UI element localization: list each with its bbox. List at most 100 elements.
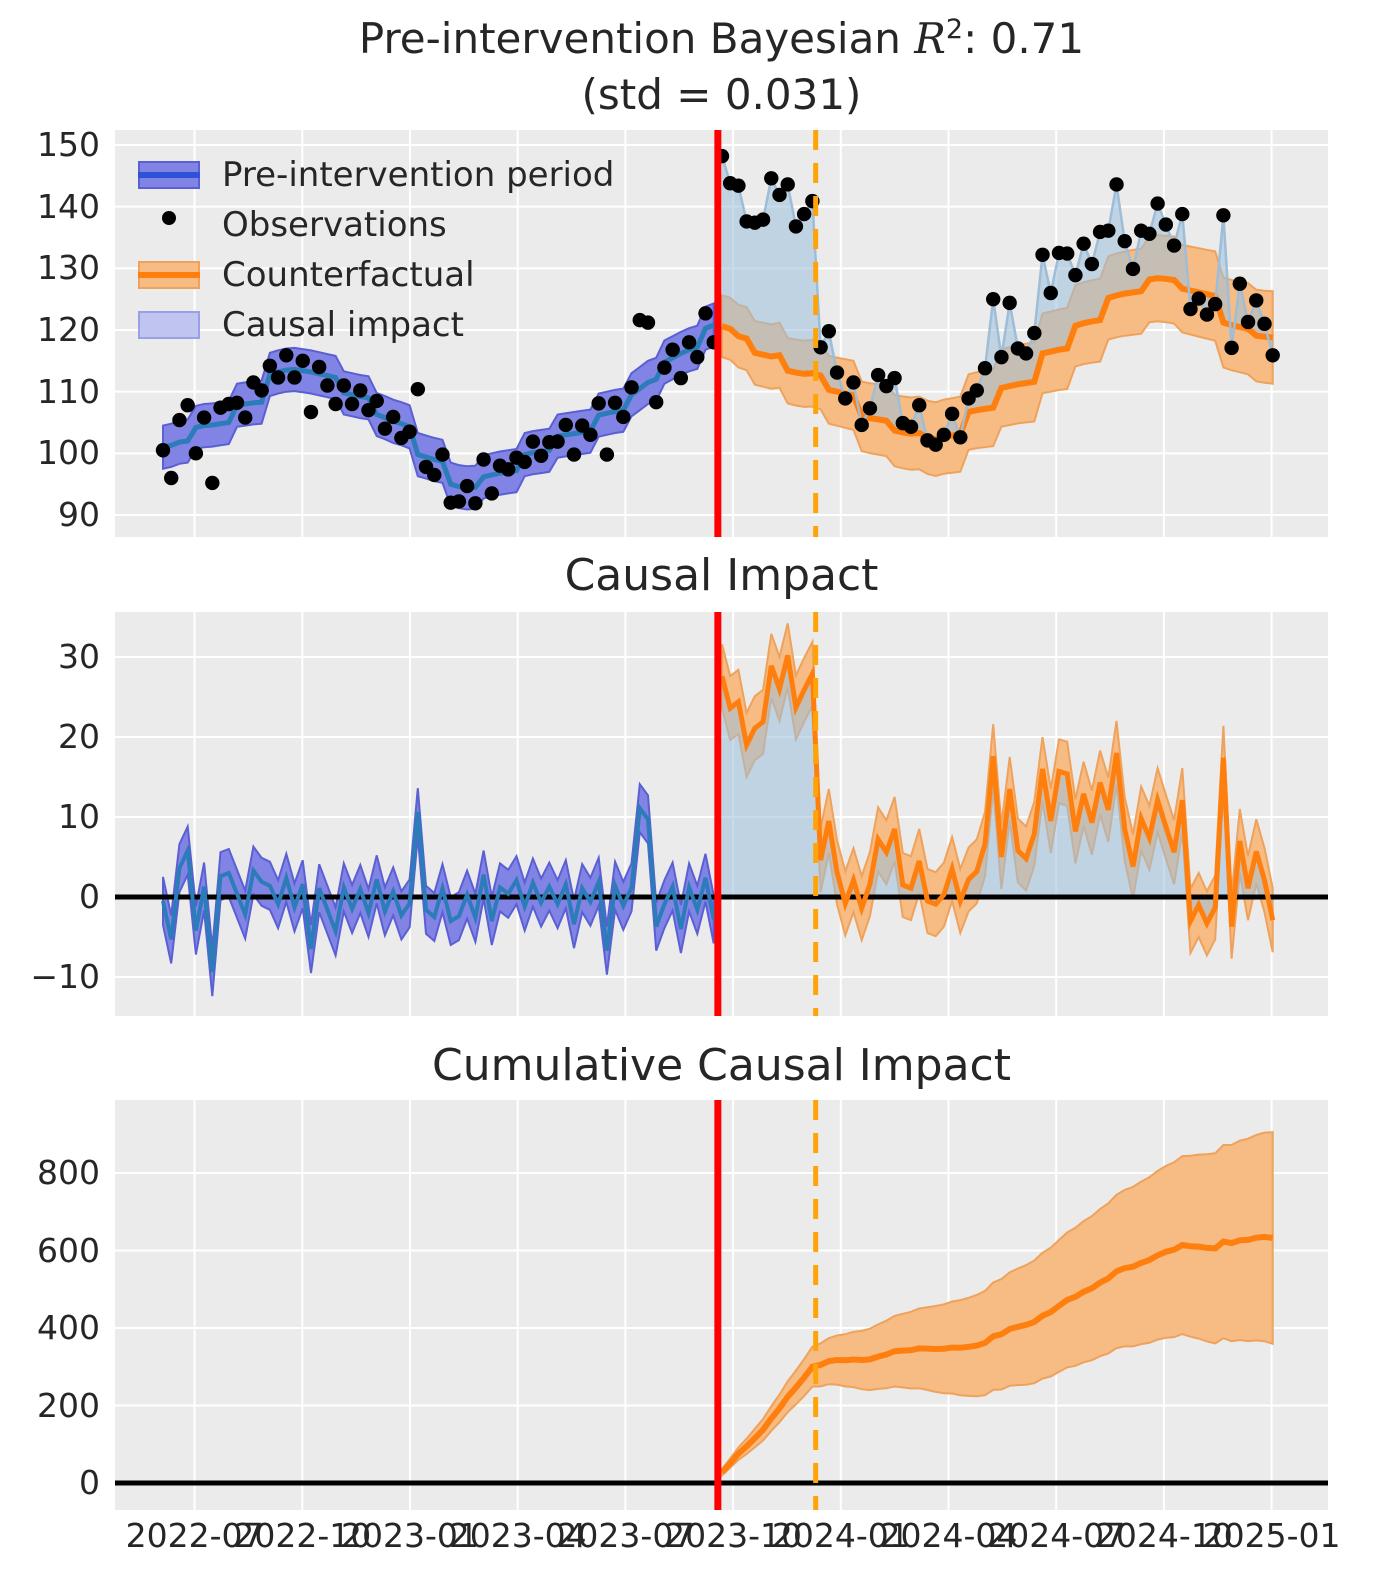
observation-dot	[788, 219, 804, 234]
y-tick-label-impact: 30	[58, 637, 100, 676]
observation-dot	[270, 370, 286, 385]
observation-dot	[1018, 346, 1034, 361]
observation-dot	[649, 394, 664, 410]
observation-dot	[994, 349, 1009, 365]
observation-dot	[550, 434, 565, 449]
observation-dot	[607, 395, 623, 410]
observation-dot	[862, 401, 878, 416]
x-tick-label: 2023-01	[341, 1516, 479, 1555]
observation-dot	[164, 470, 179, 486]
impact-pre-band	[162, 781, 715, 997]
y-tick-label-cumulative: 800	[37, 1153, 100, 1192]
observation-dot	[303, 404, 319, 420]
y-tick-label-impact: 10	[58, 797, 100, 836]
observation-dot	[566, 447, 582, 462]
y-tick-label-impact: 0	[79, 877, 100, 916]
observation-dot	[205, 475, 220, 491]
observation-dot	[262, 358, 278, 373]
observation-dot	[311, 359, 327, 375]
y-tick-label-observed: 120	[37, 310, 100, 349]
causal-impact-fill	[722, 156, 1273, 445]
observation-dot	[780, 177, 795, 192]
observation-dot	[1043, 285, 1058, 301]
observation-dot	[1084, 256, 1100, 272]
observation-dot	[1158, 217, 1174, 232]
cumulative-band	[721, 1131, 1274, 1478]
legend-item: Counterfactual	[138, 250, 614, 300]
observation-dot	[690, 349, 705, 365]
observation-dot	[624, 380, 639, 395]
legend-label: Causal impact	[222, 305, 464, 345]
observation-dot	[501, 462, 516, 477]
y-tick-label-observed: 100	[37, 433, 100, 473]
observation-dot	[1101, 223, 1116, 238]
observation-dot	[887, 370, 902, 386]
observation-dot	[1002, 295, 1017, 311]
observation-dot	[591, 396, 606, 411]
observation-dot	[944, 406, 960, 422]
x-tick-label: 2025-01	[1202, 1516, 1341, 1555]
x-tick-label: 2022-07	[125, 1516, 264, 1555]
impact-pre-line	[161, 802, 716, 973]
y-tick-label-impact: −10	[30, 957, 100, 996]
observation-dot	[1175, 206, 1190, 222]
observation-dot	[517, 454, 532, 470]
observation-dot	[772, 187, 787, 203]
observation-dot	[969, 383, 984, 398]
observation-dot	[846, 375, 861, 390]
observation-dot	[1199, 307, 1215, 322]
observation-dot	[977, 361, 993, 376]
observation-dot	[1249, 293, 1264, 308]
observation-dot	[854, 417, 869, 433]
y-tick-label-observed: 130	[37, 248, 100, 288]
observation-dot	[336, 378, 352, 393]
observation-dot	[1117, 234, 1132, 249]
figure-title-suffix: : 0.71	[963, 14, 1085, 63]
observation-dot	[180, 398, 195, 413]
observation-dot	[1257, 316, 1272, 332]
figure-title-math: R	[914, 14, 946, 63]
observation-dot	[936, 427, 952, 443]
observation-dot	[1125, 261, 1141, 277]
cumulative-panel-title: Cumulative Causal Impact	[432, 1040, 1011, 1091]
observation-dot	[427, 467, 442, 483]
observation-dot	[1035, 247, 1050, 262]
y-tick-label-cumulative: 0	[79, 1463, 100, 1502]
observation-dot	[583, 427, 598, 443]
observation-dot	[903, 419, 919, 435]
observation-dot	[558, 417, 573, 433]
pre-intervention-legend-swatch	[138, 161, 200, 189]
observation-dot	[575, 418, 590, 433]
observation-dot	[796, 206, 812, 222]
observation-dot	[1166, 238, 1182, 253]
y-tick-label-observed: 110	[37, 371, 100, 411]
observation-dot	[328, 396, 343, 412]
figure-subtitle: (std = 0.031)	[581, 70, 862, 119]
observation-dot	[435, 447, 450, 462]
observation-dot	[1068, 267, 1083, 283]
observation-dot	[287, 370, 302, 385]
observation-dot	[484, 486, 499, 501]
observation-dot	[353, 383, 368, 398]
observation-dot	[1076, 236, 1091, 251]
observation-dot	[385, 409, 401, 425]
observation-dot	[1216, 208, 1231, 223]
x-tick-label: 2024-04	[879, 1516, 1018, 1555]
observation-dot	[238, 410, 253, 425]
x-tick-label: 2024-07	[987, 1516, 1126, 1555]
observation-dot	[673, 370, 689, 386]
observation-dot	[616, 409, 631, 425]
observation-dot	[468, 496, 483, 511]
observation-dot	[764, 171, 779, 186]
observation-dot	[953, 430, 968, 445]
y-tick-label-cumulative: 400	[37, 1308, 100, 1347]
observation-dot	[1265, 348, 1280, 363]
counterfactual-legend-swatch	[138, 261, 200, 289]
legend-item: Causal impact	[138, 300, 614, 350]
observation-dot	[698, 306, 713, 321]
observation-dot	[1150, 196, 1165, 211]
observation-dot	[755, 212, 771, 227]
observation-dot	[821, 324, 837, 339]
observation-dot	[155, 443, 171, 458]
